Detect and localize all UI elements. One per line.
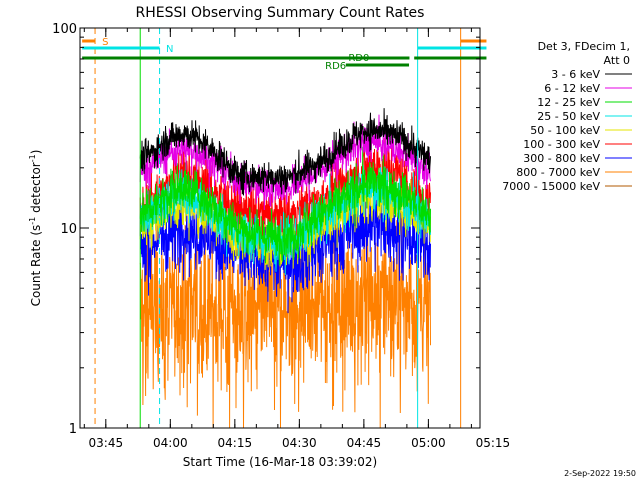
x-tick-label: 04:45 bbox=[347, 436, 382, 450]
axis-layer: 1 10 100 03:45 04:00 04:15 04:30 04:45 05:00 05:1… bbox=[52, 22, 510, 450]
series-25-50-kev bbox=[139, 165, 431, 276]
legend-label-6-12-kev: 6 - 12 keV bbox=[544, 82, 600, 95]
legend-label-12-25-kev: 12 - 25 keV bbox=[537, 96, 600, 109]
legend-header-line-2: Att 0 bbox=[604, 54, 630, 67]
x-tick-label: 04:15 bbox=[218, 436, 253, 450]
legend-header-line-1: Det 3, FDecim 1, bbox=[538, 40, 630, 53]
legend-label-7000-15000-kev: 7000 - 15000 keV bbox=[502, 180, 600, 193]
bar-label-n: N bbox=[166, 44, 173, 55]
legend-label-3-6-kev: 3 - 6 keV bbox=[551, 68, 600, 81]
data-layer bbox=[139, 108, 431, 429]
x-tick-label: 05:15 bbox=[476, 436, 511, 450]
x-tick-label: 04:30 bbox=[282, 436, 317, 450]
y-tick-label: 10 bbox=[60, 222, 77, 237]
series-3-6-kev bbox=[139, 108, 431, 196]
y-tick-label: 100 bbox=[52, 22, 77, 37]
legend-label-50-100-kev: 50 - 100 keV bbox=[530, 124, 600, 137]
series-12-25-kev bbox=[139, 146, 431, 266]
x-tick-label: 04:00 bbox=[153, 436, 188, 450]
x-tick-label: 05:00 bbox=[411, 436, 446, 450]
legend-label-100-300-kev: 100 - 300 keV bbox=[523, 138, 600, 151]
bar-label-s: S bbox=[102, 37, 108, 48]
bar-label-rd0: RD0 bbox=[348, 53, 369, 64]
footer-date: 2-Sep-2022 19:50 bbox=[564, 469, 636, 478]
x-axis-label: Start Time (16-Mar-18 03:39:02) bbox=[183, 455, 377, 469]
chart-title: RHESSI Observing Summary Count Rates bbox=[136, 5, 425, 21]
bar-label-rd6: RD6 bbox=[325, 61, 346, 72]
legend-label-300-800-kev: 300 - 800 keV bbox=[523, 152, 600, 165]
legend-label-800-7000-kev: 800 - 7000 keV bbox=[516, 166, 600, 179]
x-tick-label: 03:45 bbox=[89, 436, 124, 450]
legend-label-25-50-kev: 25 - 50 keV bbox=[537, 110, 600, 123]
y-axis-label: Count Rate (s-1 detector-1) bbox=[28, 150, 43, 307]
y-tick-label: 1 bbox=[69, 422, 77, 437]
